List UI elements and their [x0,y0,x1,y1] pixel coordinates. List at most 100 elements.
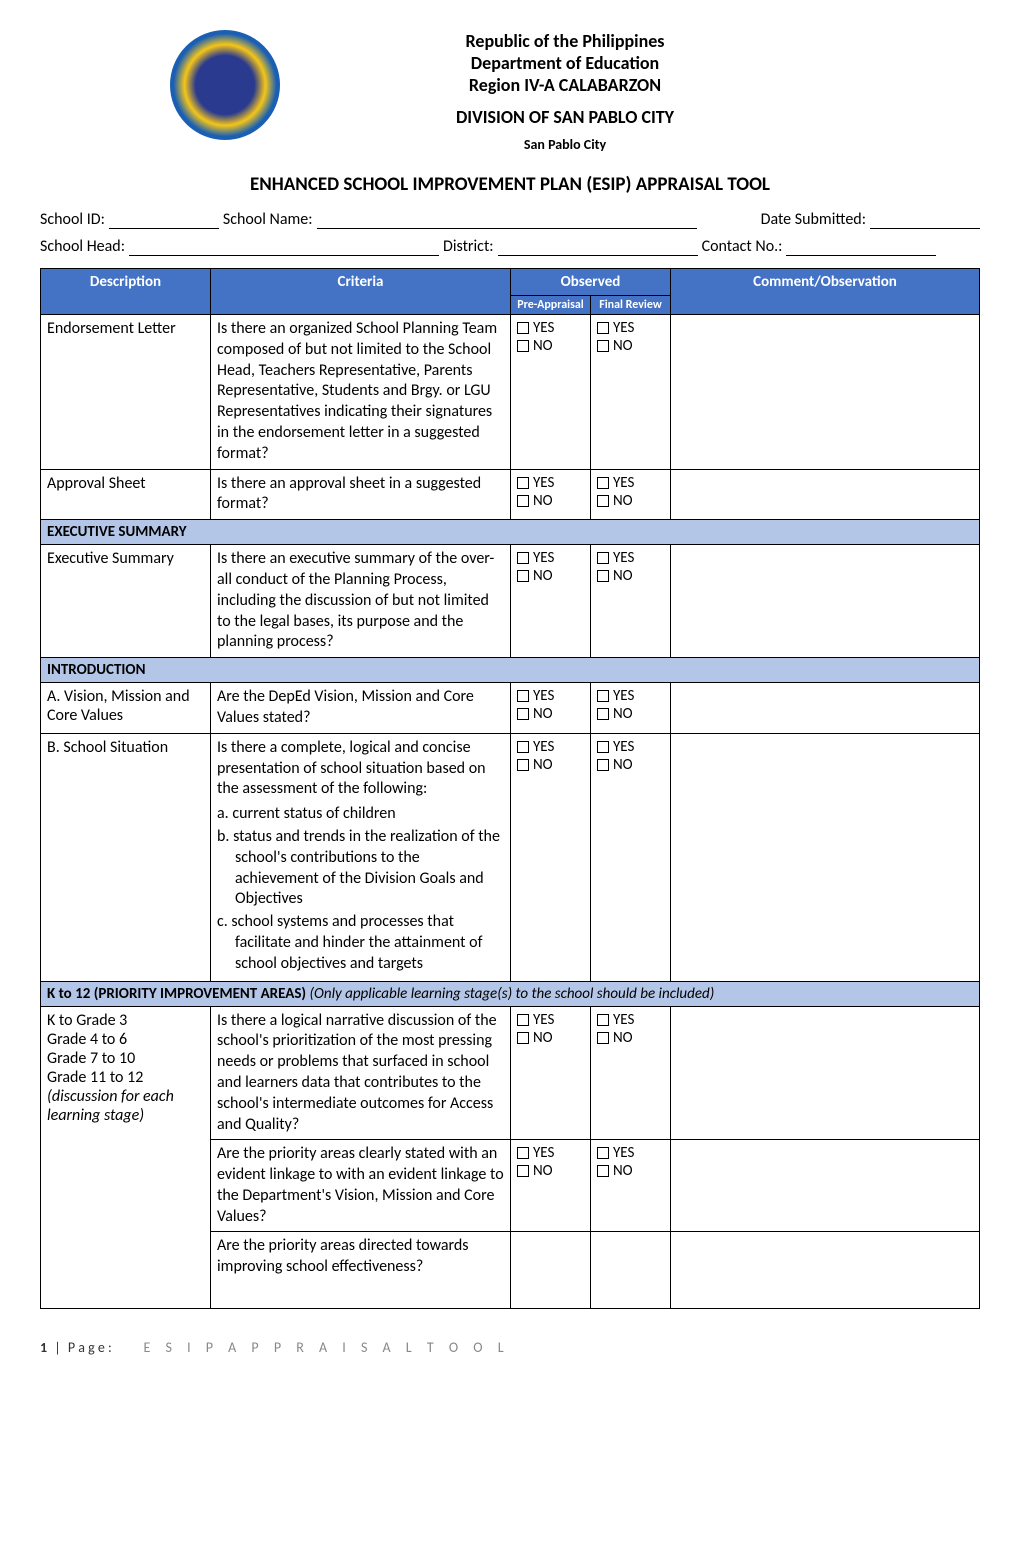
checkbox-icon[interactable] [597,477,609,489]
checkbox-icon[interactable] [517,340,529,352]
section-k12: K to 12 (PRIORITY IMPROVEMENT AREAS) (On… [41,981,980,1006]
checkbox-icon[interactable] [597,322,609,334]
date-submitted-label: Date Submitted: [761,210,866,229]
crit-endorsement: Is there an organized School Planning Te… [211,315,511,470]
th-pre-appraisal: Pre-Appraisal [511,296,591,315]
checkbox-icon[interactable] [597,1165,609,1177]
comment-vmc[interactable] [671,683,980,734]
checkbox-icon[interactable] [597,1014,609,1026]
header-line-2: Department of Education [300,52,830,74]
checkbox-icon[interactable] [517,1165,529,1177]
checkbox-icon[interactable] [517,759,529,771]
final-vmc: YES NO [591,683,671,734]
row-grades-1: K to Grade 3 Grade 4 to 6 Grade 7 to 10 … [41,1006,980,1140]
section-header-exec: EXECUTIVE SUMMARY [41,520,980,545]
crit-situation-lead: Is there a complete, logical and concise… [217,738,504,800]
row-approval: Approval Sheet Is there an approval shee… [41,469,980,520]
school-name-field[interactable] [317,210,697,229]
row-vmc: A. Vision, Mission and Core Values Are t… [41,683,980,734]
checkbox-icon[interactable] [597,340,609,352]
page-number: 1 [40,1339,47,1356]
section-header-k12: K to 12 (PRIORITY IMPROVEMENT AREAS) (On… [41,981,980,1006]
grade-k3: K to Grade 3 [47,1011,204,1030]
row-executive: Executive Summary Is there an executive … [41,545,980,658]
checkbox-icon[interactable] [517,1032,529,1044]
contact-label: Contact No.: [702,237,783,256]
page-footer: 1 | P a g e : E S I P A P P R A I S A L … [40,1339,980,1356]
final-approval: YES NO [591,469,671,520]
comment-grades-3[interactable] [671,1232,980,1309]
date-submitted-field[interactable] [870,210,980,229]
checkbox-icon[interactable] [517,477,529,489]
checkbox-icon[interactable] [597,552,609,564]
row-situation: B. School Situation Is there a complete,… [41,733,980,981]
contact-field[interactable] [786,237,936,256]
desc-executive: Executive Summary [41,545,211,658]
header-text-block: Republic of the Philippines Department o… [300,30,980,153]
checkbox-icon[interactable] [517,1014,529,1026]
form-row-2: School Head: District: Contact No.: [40,237,980,256]
checkbox-icon[interactable] [517,708,529,720]
k12-title: K to 12 (PRIORITY IMPROVEMENT AREAS) [47,985,306,1003]
pre-executive: YES NO [511,545,591,658]
appraisal-table: Description Criteria Observed Comment/Ob… [40,268,980,1309]
comment-endorsement[interactable] [671,315,980,470]
crit-situation-b: b. status and trends in the realization … [235,827,504,910]
form-row-1: School ID: School Name: Date Submitted: [40,210,980,229]
school-head-field[interactable] [129,237,439,256]
crit-approval: Is there an approval sheet in a suggeste… [211,469,511,520]
final-executive: YES NO [591,545,671,658]
checkbox-icon[interactable] [597,495,609,507]
checkbox-icon[interactable] [597,741,609,753]
checkbox-icon[interactable] [517,495,529,507]
checkbox-icon[interactable] [517,1147,529,1159]
th-observed: Observed [511,269,671,296]
final-grades-3 [591,1232,671,1309]
comment-situation[interactable] [671,733,980,981]
grade-46: Grade 4 to 6 [47,1030,204,1049]
header-division: DIVISION OF SAN PABLO CITY [300,106,830,128]
k12-note: (Only applicable learning stage(s) to th… [306,985,714,1003]
section-header-intro: INTRODUCTION [41,658,980,683]
crit-vmc: Are the DepEd Vision, Mission and Core V… [211,683,511,734]
desc-endorsement: Endorsement Letter [41,315,211,470]
checkbox-icon[interactable] [517,552,529,564]
header-line-3: Region IV-A CALABARZON [300,74,830,96]
school-id-field[interactable] [109,210,219,229]
desc-vmc: A. Vision, Mission and Core Values [41,683,211,734]
pre-approval: YES NO [511,469,591,520]
section-introduction: INTRODUCTION [41,658,980,683]
school-name-label: School Name: [223,210,313,229]
th-criteria: Criteria [211,269,511,315]
checkbox-icon[interactable] [517,741,529,753]
grade-710: Grade 7 to 10 [47,1049,204,1068]
comment-executive[interactable] [671,545,980,658]
desc-grades: K to Grade 3 Grade 4 to 6 Grade 7 to 10 … [41,1006,211,1309]
checkbox-icon[interactable] [597,1032,609,1044]
pre-grades-3 [511,1232,591,1309]
school-head-label: School Head: [40,237,125,256]
crit-grades-2: Are the priority areas clearly stated wi… [211,1140,511,1232]
crit-grades-1: Is there a logical narrative discussion … [211,1006,511,1140]
grade-1112: Grade 11 to 12 [47,1068,204,1087]
comment-grades-2[interactable] [671,1140,980,1232]
checkbox-icon[interactable] [597,759,609,771]
document-header: Republic of the Philippines Department o… [40,30,980,153]
checkbox-icon[interactable] [517,322,529,334]
checkbox-icon[interactable] [597,708,609,720]
pre-situation: YES NO [511,733,591,981]
district-field[interactable] [498,237,698,256]
checkbox-icon[interactable] [517,690,529,702]
crit-executive: Is there an executive summary of the ove… [211,545,511,658]
pre-endorsement: YES NO [511,315,591,470]
th-description: Description [41,269,211,315]
checkbox-icon[interactable] [597,690,609,702]
comment-approval[interactable] [671,469,980,520]
th-comment: Comment/Observation [671,269,980,315]
checkbox-icon[interactable] [517,570,529,582]
checkbox-icon[interactable] [597,1147,609,1159]
checkbox-icon[interactable] [597,570,609,582]
comment-grades-1[interactable] [671,1006,980,1140]
final-endorsement: YES NO [591,315,671,470]
footer-title: E S I P A P P R A I S A L T O O L [143,1339,509,1356]
